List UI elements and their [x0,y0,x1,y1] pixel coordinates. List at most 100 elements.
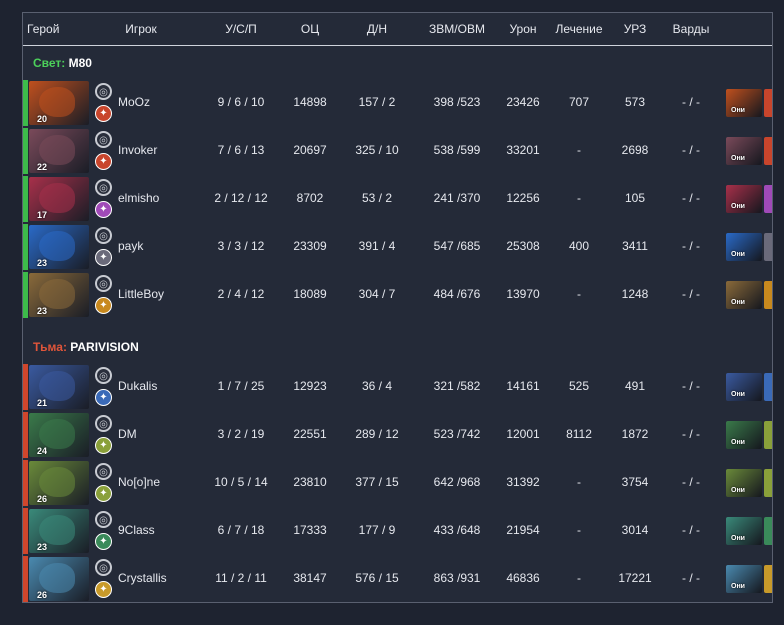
wards-value: - / - [682,143,700,157]
hero-image [39,467,75,497]
col-hero[interactable]: Герой [27,22,60,36]
item-slot[interactable] [764,565,772,593]
player-row[interactable]: 22 ◎ ✦ Invoker 7 / 6 / 13 20697 325 / 10 538 /5… [23,128,772,174]
col-lasthits[interactable]: Д/Н [366,22,388,36]
item-slot[interactable] [764,517,772,545]
hero-image [39,419,75,449]
wards-value: - / - [682,239,700,253]
gpm-xpm-value: 241 /370 [433,191,481,205]
player-name[interactable]: MoOz [118,95,151,109]
hero-portrait[interactable]: 26 [29,557,89,601]
hero-portrait[interactable]: 26 [29,461,89,505]
ability-icon: ✦ [95,533,112,550]
player-name[interactable]: payk [118,239,144,253]
hero-portrait[interactable]: 17 [29,177,89,221]
aegis-icon: ◎ [95,227,112,244]
item-slot[interactable]: Они [726,89,762,117]
item-slot[interactable]: Они [726,185,762,213]
item-tag: Они [731,487,745,494]
radiant-team-name[interactable]: M80 [68,56,92,70]
item-slot[interactable] [764,281,772,309]
col-heal[interactable]: Лечение [555,22,603,36]
item-tag: Они [731,155,745,162]
item-slot[interactable] [764,469,772,497]
player-row[interactable]: 24 ◎ ✦ DM 3 / 2 / 19 22551 289 / 12 523 /742 120… [23,412,772,458]
col-tower-damage[interactable]: УРЗ [623,22,647,36]
player-row[interactable]: 21 ◎ ✦ Dukalis 1 / 7 / 25 12923 36 / 4 321 /582… [23,364,772,410]
hero-portrait[interactable]: 23 [29,225,89,269]
hero-portrait[interactable]: 24 [29,413,89,457]
tower-damage-value: 3014 [621,523,649,537]
player-row[interactable]: 23 ◎ ✦ 9Class 6 / 7 / 18 17333 177 / 9 433 /648… [23,508,772,554]
hero-level: 24 [37,446,48,456]
gpm-xpm-value: 547 /685 [433,239,481,253]
player-name[interactable]: Crystallis [118,571,167,585]
item-slot[interactable]: Они [726,421,762,449]
col-kda[interactable]: У/С/П [225,22,257,36]
hero-image [39,87,75,117]
col-damage[interactable]: Урон [509,22,537,36]
damage-value: 23426 [506,95,540,109]
item-slot[interactable]: Они [726,281,762,309]
player-name[interactable]: elmisho [118,191,160,205]
kda-value: 6 / 7 / 18 [217,523,265,537]
team-color-bar [23,508,28,554]
hero-level: 23 [37,306,48,316]
item-slot[interactable] [764,233,772,261]
heal-value: 400 [568,239,590,253]
item-slot[interactable]: Они [726,469,762,497]
item-slot[interactable] [764,421,772,449]
item-slot[interactable]: Они [726,517,762,545]
player-row[interactable]: 26 ◎ ✦ Crystallis 11 / 2 / 11 38147 576 / 15 86… [23,556,772,602]
item-slot[interactable] [764,137,772,165]
player-row[interactable]: 26 ◎ ✦ No[o]ne 10 / 5 / 14 23810 377 / 15 642 /… [23,460,772,506]
item-slot[interactable]: Они [726,233,762,261]
player-row[interactable]: 17 ◎ ✦ elmisho 2 / 12 / 12 8702 53 / 2 241 /370… [23,176,772,222]
wards-value: - / - [682,571,700,585]
item-slot[interactable] [764,89,772,117]
item-slot[interactable] [764,373,772,401]
hero-portrait[interactable]: 23 [29,273,89,317]
player-name[interactable]: DM [118,427,137,441]
player-row[interactable]: 23 ◎ ✦ payk 3 / 3 / 12 23309 391 / 4 547 /685 25… [23,224,772,270]
hero-level: 26 [37,590,48,600]
lasthits-value: 304 / 7 [358,287,396,301]
team-color-bar [23,176,28,222]
hero-level: 22 [37,162,48,172]
player-name[interactable]: LittleBoy [118,287,165,301]
networth-value: 20697 [293,143,327,157]
hero-level: 21 [37,398,48,408]
wards-value: - / - [682,427,700,441]
damage-value: 13970 [506,287,540,301]
aegis-icon: ◎ [95,83,112,100]
hero-portrait[interactable]: 21 [29,365,89,409]
dire-team-name[interactable]: PARIVISION [70,340,139,354]
item-slot[interactable]: Они [726,373,762,401]
player-name[interactable]: No[o]ne [118,475,161,489]
hero-portrait[interactable]: 23 [29,509,89,553]
hero-portrait[interactable]: 22 [29,129,89,173]
player-name[interactable]: 9Class [118,523,155,537]
player-row[interactable]: 20 ◎ ✦ MoOz 9 / 6 / 10 14898 157 / 2 398 /523 23… [23,80,772,126]
player-row[interactable]: 23 ◎ ✦ LittleBoy 2 / 4 / 12 18089 304 / 7 484 /… [23,272,772,318]
aegis-icon: ◎ [95,511,112,528]
wards-value: - / - [682,523,700,537]
item-slot[interactable]: Они [726,137,762,165]
item-slot[interactable] [764,185,772,213]
col-networth[interactable]: ОЦ [300,22,320,36]
item-slot[interactable]: Они [726,565,762,593]
col-player[interactable]: Игрок [125,22,157,36]
col-gpm-xpm[interactable]: ЗВМ/ОВМ [429,22,485,36]
hero-image [39,563,75,593]
gpm-xpm-value: 523 /742 [433,427,481,441]
player-name[interactable]: Dukalis [118,379,158,393]
hero-portrait[interactable]: 20 [29,81,89,125]
damage-value: 12256 [506,191,540,205]
team-color-bar [23,224,28,270]
item-tag: Они [731,203,745,210]
col-wards[interactable]: Варды [672,22,710,36]
gpm-xpm-value: 538 /599 [433,143,481,157]
tower-damage-value: 1248 [621,287,649,301]
gpm-xpm-value: 484 /676 [433,287,481,301]
player-name[interactable]: Invoker [118,143,158,157]
